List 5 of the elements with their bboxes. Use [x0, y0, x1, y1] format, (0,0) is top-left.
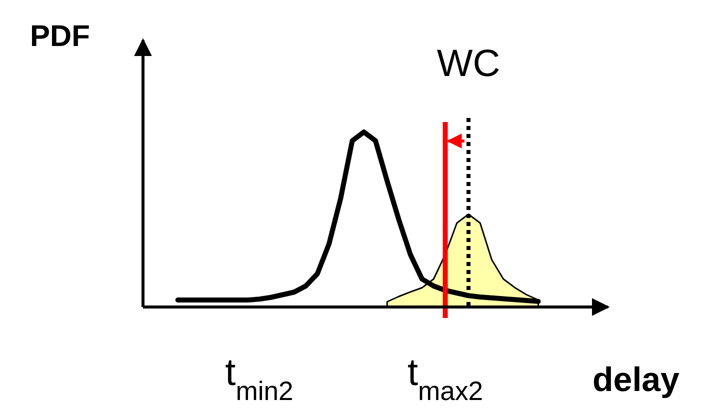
- y-axis-title: PDF: [30, 20, 90, 53]
- x-axis-title: delay: [592, 361, 680, 399]
- text: WC: [436, 43, 500, 85]
- x-tick-label: t$_{max2}$: [407, 352, 484, 406]
- x-tick-label: t$_{min2}$: [225, 352, 294, 406]
